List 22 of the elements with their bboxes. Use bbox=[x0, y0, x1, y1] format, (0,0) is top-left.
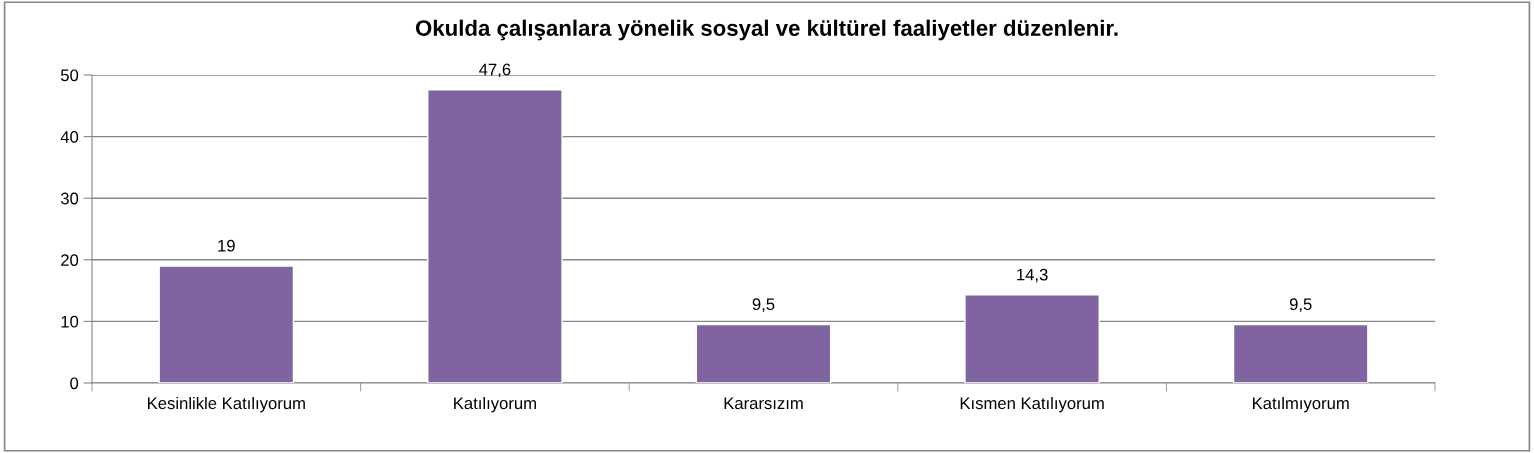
y-tick-label: 30 bbox=[60, 192, 79, 205]
data-label: 9,5 bbox=[1289, 298, 1312, 313]
y-tick-label: 20 bbox=[61, 254, 79, 266]
data-label: 47,6 bbox=[479, 63, 511, 78]
bar bbox=[1232, 323, 1369, 383]
y-tick-label: 0 bbox=[70, 377, 79, 390]
x-tick-label: Katılmıyorum bbox=[1252, 396, 1349, 413]
bar bbox=[427, 89, 563, 383]
chart-title: Okulda çalışanlara yönelik sosyal ve kültürel faaliyetler düzenlenir. bbox=[415, 19, 1118, 41]
bar bbox=[964, 294, 1100, 383]
x-tick-label: Kararsızım bbox=[724, 397, 803, 410]
bar bbox=[695, 323, 832, 383]
y-tick-label: 50 bbox=[60, 69, 79, 82]
y-tick-label: 10 bbox=[61, 315, 79, 328]
data-label: 19 bbox=[218, 239, 235, 252]
data-label: 9,5 bbox=[752, 298, 775, 313]
x-tick-label: Kısmen Katılıyorum bbox=[960, 396, 1104, 413]
y-tick-label: 40 bbox=[60, 131, 79, 143]
x-tick-label: Katılıyorum bbox=[454, 396, 536, 413]
bar bbox=[158, 265, 295, 383]
x-tick-label: Kesinlikle Katılıyorum bbox=[148, 396, 305, 413]
data-label: 14,3 bbox=[1017, 268, 1048, 283]
